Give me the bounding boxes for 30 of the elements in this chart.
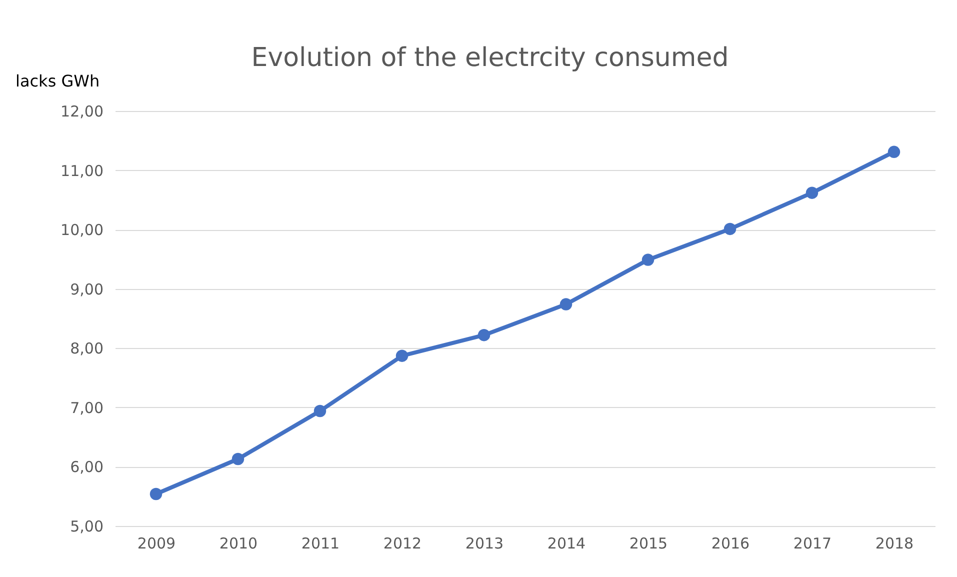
point — [642, 254, 654, 266]
point — [396, 350, 408, 362]
y-tick-label: 11,00 — [60, 162, 104, 180]
x-tick-label: 2012 — [383, 534, 422, 552]
point — [478, 328, 490, 342]
y-tick-label: 10,00 — [60, 221, 104, 240]
y-tick-label: 9,00 — [70, 280, 104, 298]
point — [314, 404, 326, 418]
point — [232, 452, 244, 466]
y-axis-title: lacks GWh — [16, 72, 100, 90]
point — [724, 222, 736, 236]
point — [150, 488, 162, 500]
x-tick-label: 2017 — [793, 534, 832, 552]
y-tick-label: 5,00 — [70, 518, 104, 536]
y-tick-label: 7,00 — [70, 398, 104, 417]
y-tick-label: 8,00 — [70, 340, 104, 358]
x-tick-label: 2009 — [137, 534, 176, 552]
y-tick-label: 12,00 — [60, 102, 104, 120]
x-tick-label: 2014 — [547, 534, 586, 552]
x-tick-label: 2016 — [711, 534, 750, 552]
x-tick-label: 2018 — [875, 534, 914, 552]
x-tick-label: 2010 — [219, 534, 258, 552]
point — [560, 298, 572, 310]
x-tick-label: 2015 — [629, 534, 668, 552]
point — [888, 146, 900, 158]
point — [806, 186, 818, 199]
x-tick-label: 2013 — [465, 534, 504, 552]
x-tick-label: 2011 — [301, 534, 340, 552]
y-tick-label: 6,00 — [70, 458, 104, 476]
chart-title: Evolution of the electrcity consumed — [251, 43, 729, 73]
